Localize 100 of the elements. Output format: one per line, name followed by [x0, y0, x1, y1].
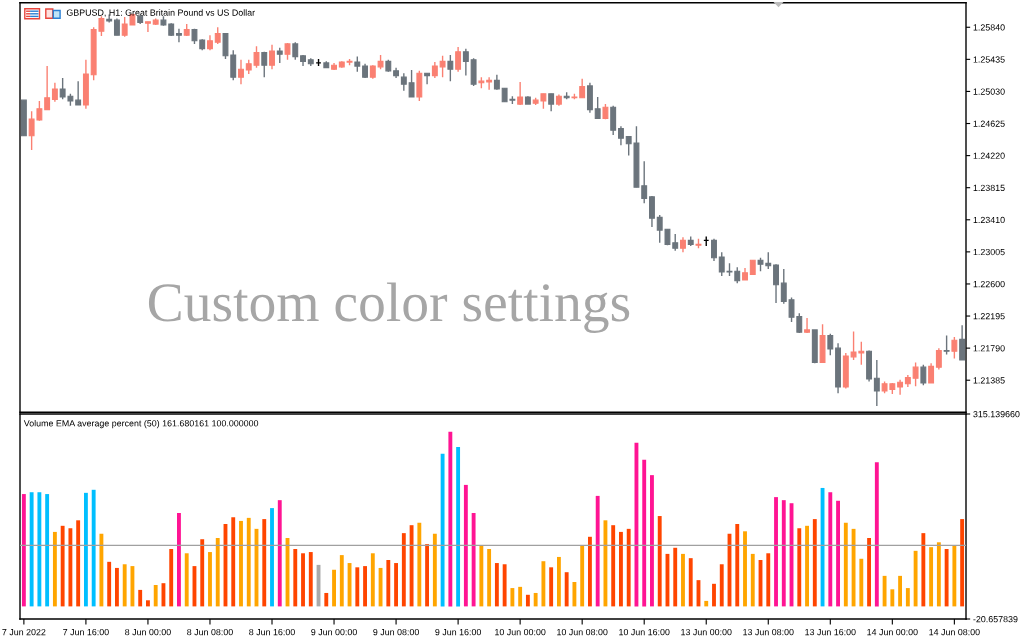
bar: [487, 549, 492, 607]
candlestick: [873, 359, 880, 407]
bar: [611, 525, 616, 607]
candlestick: [773, 263, 779, 304]
text: GBPUSD, H1: Great Britain Pound vs US Dollar: [66, 9, 255, 17]
bar: [425, 544, 430, 607]
bar: [169, 549, 174, 607]
candlestick: [912, 361, 919, 387]
candlestick: [617, 125, 624, 147]
bar: [107, 561, 112, 607]
bar: [712, 583, 716, 607]
candlestick: [486, 76, 493, 91]
y-tick-label: 1.25030: [973, 88, 1005, 95]
x-tick-label: 9 Jun 08:00: [373, 628, 419, 636]
bar: [556, 556, 561, 607]
bar: [153, 585, 158, 607]
candlestick: [935, 347, 942, 371]
bar: [301, 553, 305, 607]
bar: [339, 555, 344, 607]
bar: [60, 525, 65, 607]
bar: [239, 520, 243, 607]
candlestick: [827, 333, 834, 356]
x-tick-label: 8 Jun 08:00: [187, 628, 233, 636]
x-tick-label: 7 Jun 2022: [2, 628, 46, 636]
candlestick: [579, 78, 586, 99]
bar: [99, 533, 104, 607]
bar: [805, 525, 809, 607]
bar: [355, 567, 360, 607]
bar: [681, 553, 685, 607]
bar: [843, 522, 848, 607]
x-tick-label: 13 Jun 16:00: [805, 628, 856, 636]
bar: [45, 494, 50, 607]
bar: [324, 592, 329, 607]
bar: [386, 559, 391, 607]
bar: [378, 567, 383, 607]
bar: [177, 512, 181, 607]
bar: [146, 600, 150, 607]
bar: [479, 545, 484, 607]
bar: [572, 581, 577, 607]
bar: [564, 572, 569, 607]
bar: [781, 500, 786, 607]
bar: [936, 542, 941, 607]
bar: [277, 500, 282, 607]
bar: [704, 600, 709, 607]
bar: [130, 566, 135, 607]
bar: [525, 594, 530, 607]
candlestick: [51, 82, 58, 103]
bar: [91, 489, 96, 607]
candlestick: [610, 104, 617, 136]
candlestick: [462, 47, 469, 77]
bar: [921, 533, 926, 607]
bar: [29, 492, 34, 607]
bar: [68, 528, 73, 607]
candlestick: [75, 80, 82, 106]
x-tick-label: 8 Jun 00:00: [125, 628, 171, 636]
bar: [76, 520, 81, 607]
y-tick-label: 1.23815: [973, 184, 1005, 191]
bar: [363, 566, 367, 607]
bar: [797, 528, 802, 607]
x-tick-label: 10 Jun 16:00: [619, 628, 670, 636]
bar: [929, 547, 934, 607]
bar: [533, 592, 538, 607]
x-tick-label: 14 Jun 08:00: [929, 628, 980, 636]
bar: [750, 553, 755, 607]
bar: [851, 528, 856, 607]
bar: [122, 564, 127, 607]
bar: [657, 516, 662, 607]
candlestick: [804, 317, 810, 334]
candlestick: [269, 43, 275, 70]
bar: [432, 533, 437, 607]
bar: [510, 588, 515, 607]
bar: [882, 575, 887, 607]
bar: [626, 528, 631, 607]
x-tick-label: 7 Jun 16:00: [63, 628, 109, 636]
bar: [812, 519, 817, 607]
candlestick: [408, 69, 415, 98]
y-tick-label: 1.23410: [973, 216, 1005, 224]
bar: [246, 517, 251, 607]
bar: [541, 561, 546, 607]
candlestick: [447, 54, 454, 82]
bar: [308, 552, 313, 607]
x-tick-label: 14 Jun 00:00: [867, 628, 918, 636]
x-tick-label: 9 Jun 16:00: [435, 628, 481, 636]
bar: [138, 589, 143, 607]
x-tick-label: 8 Jun 16:00: [249, 628, 295, 636]
candlestick: [594, 96, 601, 120]
candlestick: [455, 46, 462, 73]
candlestick: [176, 28, 182, 44]
bar: [587, 536, 592, 607]
bar: [774, 497, 778, 607]
bar: [231, 517, 236, 607]
y-tick-label: 1.22195: [973, 313, 1005, 320]
bar: [859, 558, 864, 607]
candlestick: [44, 65, 51, 111]
candlestick: [439, 55, 446, 78]
bar: [440, 453, 445, 607]
bar: [642, 459, 647, 607]
candlestick: [416, 70, 423, 102]
bar: [874, 462, 879, 607]
bar: [650, 475, 654, 607]
